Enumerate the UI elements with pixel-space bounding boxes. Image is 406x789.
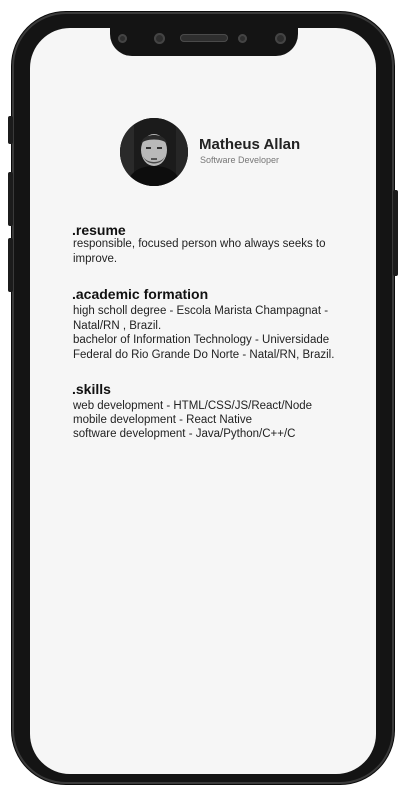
user-photo-icon <box>120 118 188 186</box>
skills-item: software development - Java/Python/C++/C <box>73 428 296 440</box>
academic-item: bachelor of Information Technology - Uni… <box>73 334 335 361</box>
earpiece-speaker-icon <box>180 34 228 42</box>
front-camera-icon <box>154 33 165 44</box>
academic-item: high scholl degree - Escola Marista Cham… <box>73 305 329 332</box>
resume-text: responsible, focused person who always s… <box>73 238 326 265</box>
skills-item: web development - HTML/CSS/JS/React/Node <box>73 400 313 412</box>
volume-down-button <box>8 238 13 292</box>
power-button <box>393 190 398 276</box>
profile-role: Software Developer <box>200 155 280 165</box>
skills-title: .skills <box>72 381 111 397</box>
mute-switch <box>8 116 13 144</box>
proximity-sensor-icon <box>238 34 247 43</box>
flood-illuminator-icon <box>275 33 286 44</box>
profile-name: Matheus Allan <box>199 136 301 153</box>
avatar <box>120 118 188 186</box>
resume-title: .resume <box>72 222 126 238</box>
notch <box>110 22 298 56</box>
volume-up-button <box>8 172 13 226</box>
phone-screen <box>30 28 376 774</box>
sensor-icon <box>118 34 127 43</box>
academic-title: .academic formation <box>72 286 209 302</box>
skills-item: mobile development - React Native <box>73 414 252 426</box>
